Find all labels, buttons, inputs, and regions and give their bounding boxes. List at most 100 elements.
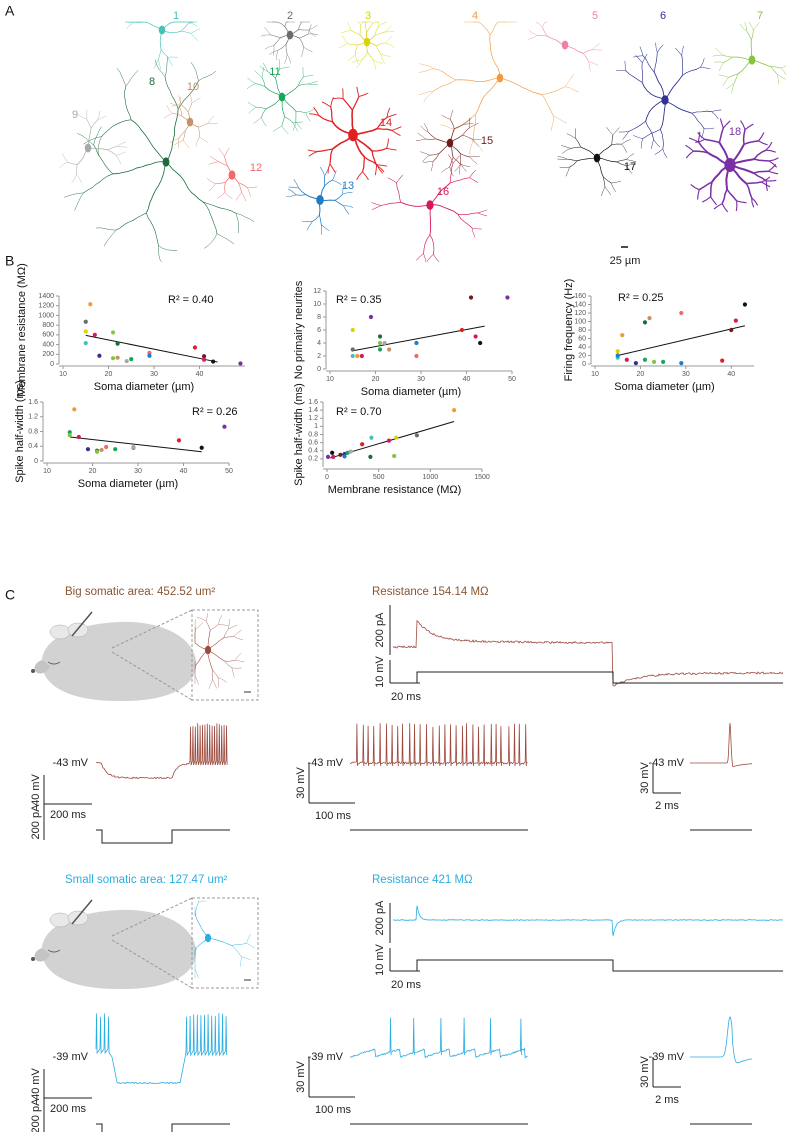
point: [325, 454, 331, 459]
voltage-trace: [349, 1017, 528, 1059]
neurite: [278, 59, 280, 70]
scale-label: -39 mV: [308, 1051, 344, 1063]
neurite: [542, 27, 548, 37]
neurite: [204, 233, 218, 249]
neurite: [212, 669, 219, 678]
y-tick-label: 120: [574, 310, 586, 317]
neurite: [233, 630, 242, 637]
neuron: [307, 86, 402, 181]
x-tick-label: 40: [180, 468, 188, 475]
neurite: [273, 37, 281, 46]
soma: [348, 128, 358, 142]
neurite: [189, 93, 193, 103]
neurite: [433, 79, 456, 92]
neurite: [688, 137, 699, 143]
neurite: [386, 113, 397, 118]
point: [330, 450, 335, 455]
neurite: [247, 187, 251, 197]
neurite: [713, 61, 724, 63]
inset-neuron: [194, 612, 245, 689]
neurite: [744, 123, 754, 130]
neurite: [770, 66, 781, 69]
scale-label: -43 mV: [308, 757, 344, 769]
point: [468, 295, 474, 300]
point: [147, 350, 152, 355]
neurite: [269, 49, 279, 55]
neurite: [77, 114, 87, 120]
neurite: [561, 145, 571, 149]
scale-label: 40 mV: [30, 1067, 42, 1099]
neurite: [553, 116, 568, 124]
neurite: [429, 153, 440, 156]
neurite: [321, 101, 331, 108]
neurite: [276, 21, 285, 27]
neurite: [770, 66, 778, 75]
neurite: [387, 177, 397, 184]
neurite: [76, 174, 83, 184]
neurite: [418, 90, 434, 95]
neurite: [753, 172, 767, 182]
point: [642, 320, 648, 325]
neurite: [187, 102, 193, 113]
neurite: [753, 149, 767, 160]
neurite: [695, 138, 705, 143]
neurite: [715, 47, 723, 56]
scale-label: 200 ms: [50, 1103, 87, 1115]
neurite: [610, 182, 616, 192]
point: [414, 340, 419, 346]
neurite: [238, 182, 248, 188]
neurite: [489, 34, 501, 79]
neurite: [469, 122, 479, 128]
neurite: [766, 179, 777, 182]
neurite: [334, 193, 343, 201]
neurite: [654, 148, 663, 155]
neurite: [311, 214, 320, 222]
point: [124, 358, 129, 364]
neurite: [90, 120, 98, 129]
neurite: [642, 129, 661, 139]
neuron-label: 5: [592, 10, 598, 22]
neurite: [601, 186, 606, 197]
neurite: [433, 68, 456, 81]
neurite: [248, 106, 257, 114]
mouse: [31, 609, 259, 702]
neurite: [626, 153, 635, 160]
point: [199, 445, 204, 450]
neurite: [650, 139, 654, 150]
neurite: [691, 112, 705, 129]
neurite: [419, 68, 434, 73]
neuron: [415, 109, 482, 177]
neurite: [169, 138, 179, 143]
neurite: [625, 165, 632, 174]
neurite: [196, 617, 207, 622]
point: [414, 353, 419, 359]
neurite: [700, 58, 705, 68]
neurite: [528, 35, 538, 40]
soma: [496, 73, 504, 83]
point: [201, 357, 207, 362]
neurite: [691, 110, 712, 114]
neurite: [575, 138, 581, 148]
neurite: [371, 21, 373, 24]
neurite: [308, 24, 312, 34]
point: [624, 357, 629, 362]
point: [342, 454, 347, 459]
scale-label: 30 mV: [639, 1055, 651, 1087]
y-axis-label: No primairy neurites: [293, 280, 305, 379]
neurite: [332, 170, 337, 181]
neurite: [768, 170, 779, 175]
neurite: [454, 124, 464, 129]
neurite: [711, 111, 719, 120]
neurite: [246, 943, 256, 949]
neurite: [313, 106, 320, 116]
point: [360, 442, 365, 447]
group-title: Big somatic area: 452.52 um²: [65, 586, 215, 598]
neurite: [603, 176, 612, 184]
x-tick-label: 10: [591, 371, 599, 378]
neurite: [224, 192, 233, 199]
neurite: [262, 62, 269, 72]
neurite: [298, 83, 309, 86]
neurite: [308, 33, 319, 36]
neurite: [429, 182, 451, 206]
neurite: [765, 141, 773, 151]
